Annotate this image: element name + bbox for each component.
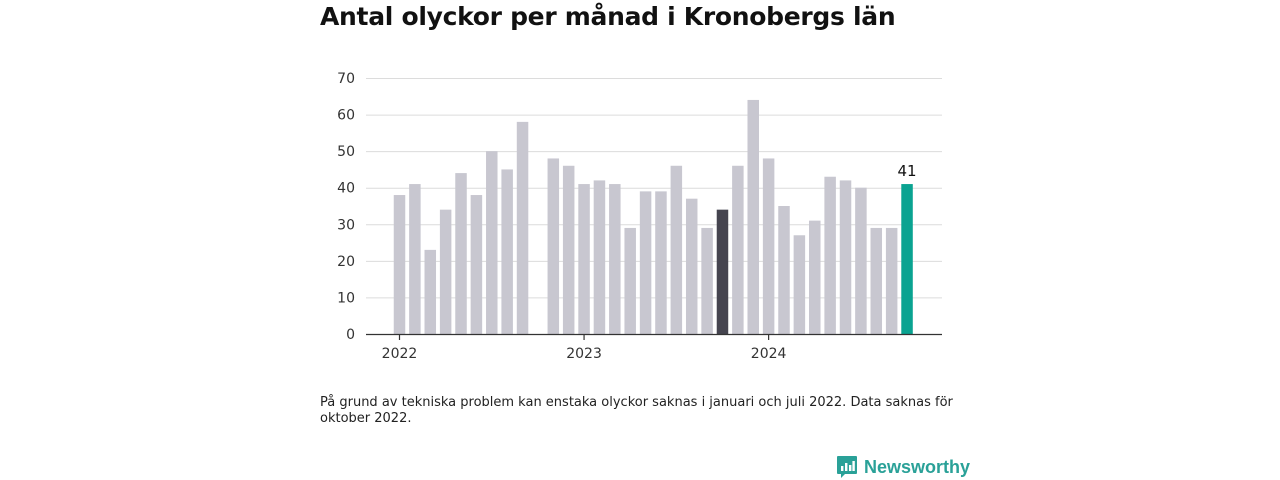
bar-2022-05: [455, 173, 467, 334]
bar-2024-10: [901, 184, 913, 334]
bar-2023-12: [747, 99, 759, 334]
x-tick-label: 2022: [382, 346, 418, 362]
bar-2023-09: [701, 227, 713, 334]
bar-2023-08: [685, 198, 698, 334]
bar-2024-07: [855, 187, 867, 334]
bar-2022-12: [562, 165, 575, 334]
bar-2023-04: [624, 227, 636, 334]
bar-2024-09: [885, 227, 898, 334]
bar-2023-01: [578, 184, 590, 334]
bars: [393, 99, 913, 334]
bar-2022-02: [409, 184, 421, 334]
x-tick-label: 2023: [566, 346, 602, 362]
bar-2022-07: [486, 151, 498, 334]
y-tick-label: 50: [337, 144, 355, 160]
y-tick-label: 10: [337, 290, 355, 306]
bar-2022-09: [516, 121, 529, 334]
y-tick-label: 60: [337, 108, 355, 124]
y-tick-label: 40: [337, 181, 355, 197]
bar-2024-03: [793, 235, 806, 334]
bar-2023-10: [716, 209, 729, 334]
bar-2023-02: [593, 180, 606, 334]
bar-2024-08: [870, 227, 883, 334]
y-tick-label: 20: [337, 254, 355, 270]
bar-2023-06: [655, 191, 667, 334]
brand-logo[interactable]: Newsworthy: [836, 455, 970, 479]
data-label: 41: [897, 162, 916, 180]
bar-2023-05: [639, 191, 652, 334]
bar-2024-02: [778, 206, 790, 334]
y-tick-label: 0: [346, 327, 355, 343]
y-tick-label: 70: [337, 71, 355, 87]
bar-2022-04: [439, 209, 452, 334]
y-axis-ticks: 0 10 20 30 40 50 60 70: [337, 71, 355, 343]
brand-name: Newsworthy: [864, 456, 971, 477]
bar-2022-06: [470, 195, 483, 334]
data-labels: 41: [897, 162, 916, 180]
footnote: På grund av tekniska problem kan enstaka…: [320, 395, 953, 426]
bar-2022-11: [547, 158, 560, 334]
bar-2022-03: [424, 249, 437, 334]
x-axis-ticks: 2022 2023 2024: [382, 334, 787, 362]
bar-2024-06: [839, 180, 852, 334]
bar-2024-01: [762, 158, 775, 334]
newsworthy-logo-icon: [837, 456, 857, 478]
bar-2023-03: [609, 184, 621, 334]
bar-2022-08: [501, 169, 513, 334]
bar-2024-04: [809, 220, 821, 334]
bar-2023-11: [732, 165, 744, 334]
x-tick-label: 2024: [751, 346, 787, 362]
y-tick-label: 30: [337, 217, 355, 233]
bar-2023-07: [670, 165, 683, 334]
bar-2022-01: [393, 195, 406, 334]
bar-2024-05: [824, 176, 836, 334]
chart-title: Antal olyckor per månad i Kronobergs län: [320, 2, 896, 31]
